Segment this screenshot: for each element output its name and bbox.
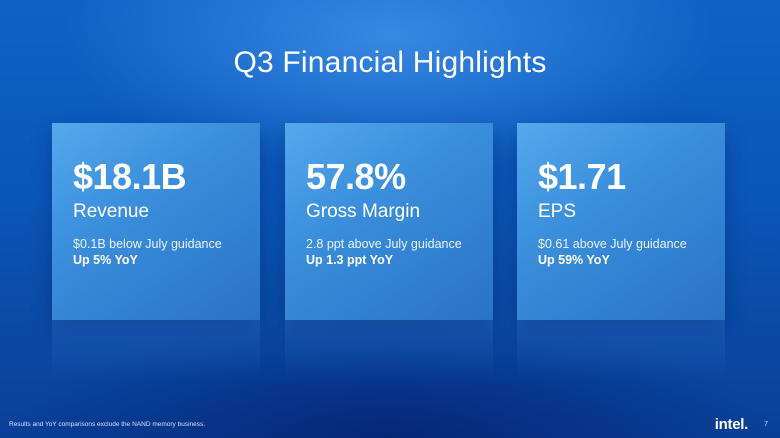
gross-margin-card: 57.8% Gross Margin 2.8 ppt above July gu… — [285, 123, 493, 380]
gross-margin-yoy-note: Up 1.3 ppt YoY — [306, 253, 394, 267]
eps-card: $1.71 EPS $0.61 above July guidance Up 5… — [517, 123, 725, 380]
revenue-card: $18.1B Revenue $0.1B below July guidance… — [52, 123, 260, 380]
revenue-value: $18.1B — [73, 156, 187, 197]
gross-margin-label: Gross Margin — [306, 201, 421, 222]
eps-yoy-note: Up 59% YoY — [538, 253, 610, 267]
slide-title: Q3 Financial Highlights — [233, 46, 547, 79]
eps-value: $1.71 — [538, 156, 626, 197]
revenue-label: Revenue — [73, 201, 150, 222]
revenue-guidance-note: $0.1B below July guidance — [73, 237, 222, 251]
gross-margin-value: 57.8% — [306, 156, 406, 197]
page-number: 7 — [764, 421, 768, 428]
eps-guidance-note: $0.61 above July guidance — [538, 237, 687, 251]
gross-margin-guidance-note: 2.8 ppt above July guidance — [306, 237, 462, 251]
revenue-yoy-note: Up 5% YoY — [73, 253, 138, 267]
footnote: Results and YoY comparisons exclude the … — [9, 421, 206, 428]
intel-logo: intel. — [714, 416, 749, 433]
eps-label: EPS — [538, 201, 577, 222]
